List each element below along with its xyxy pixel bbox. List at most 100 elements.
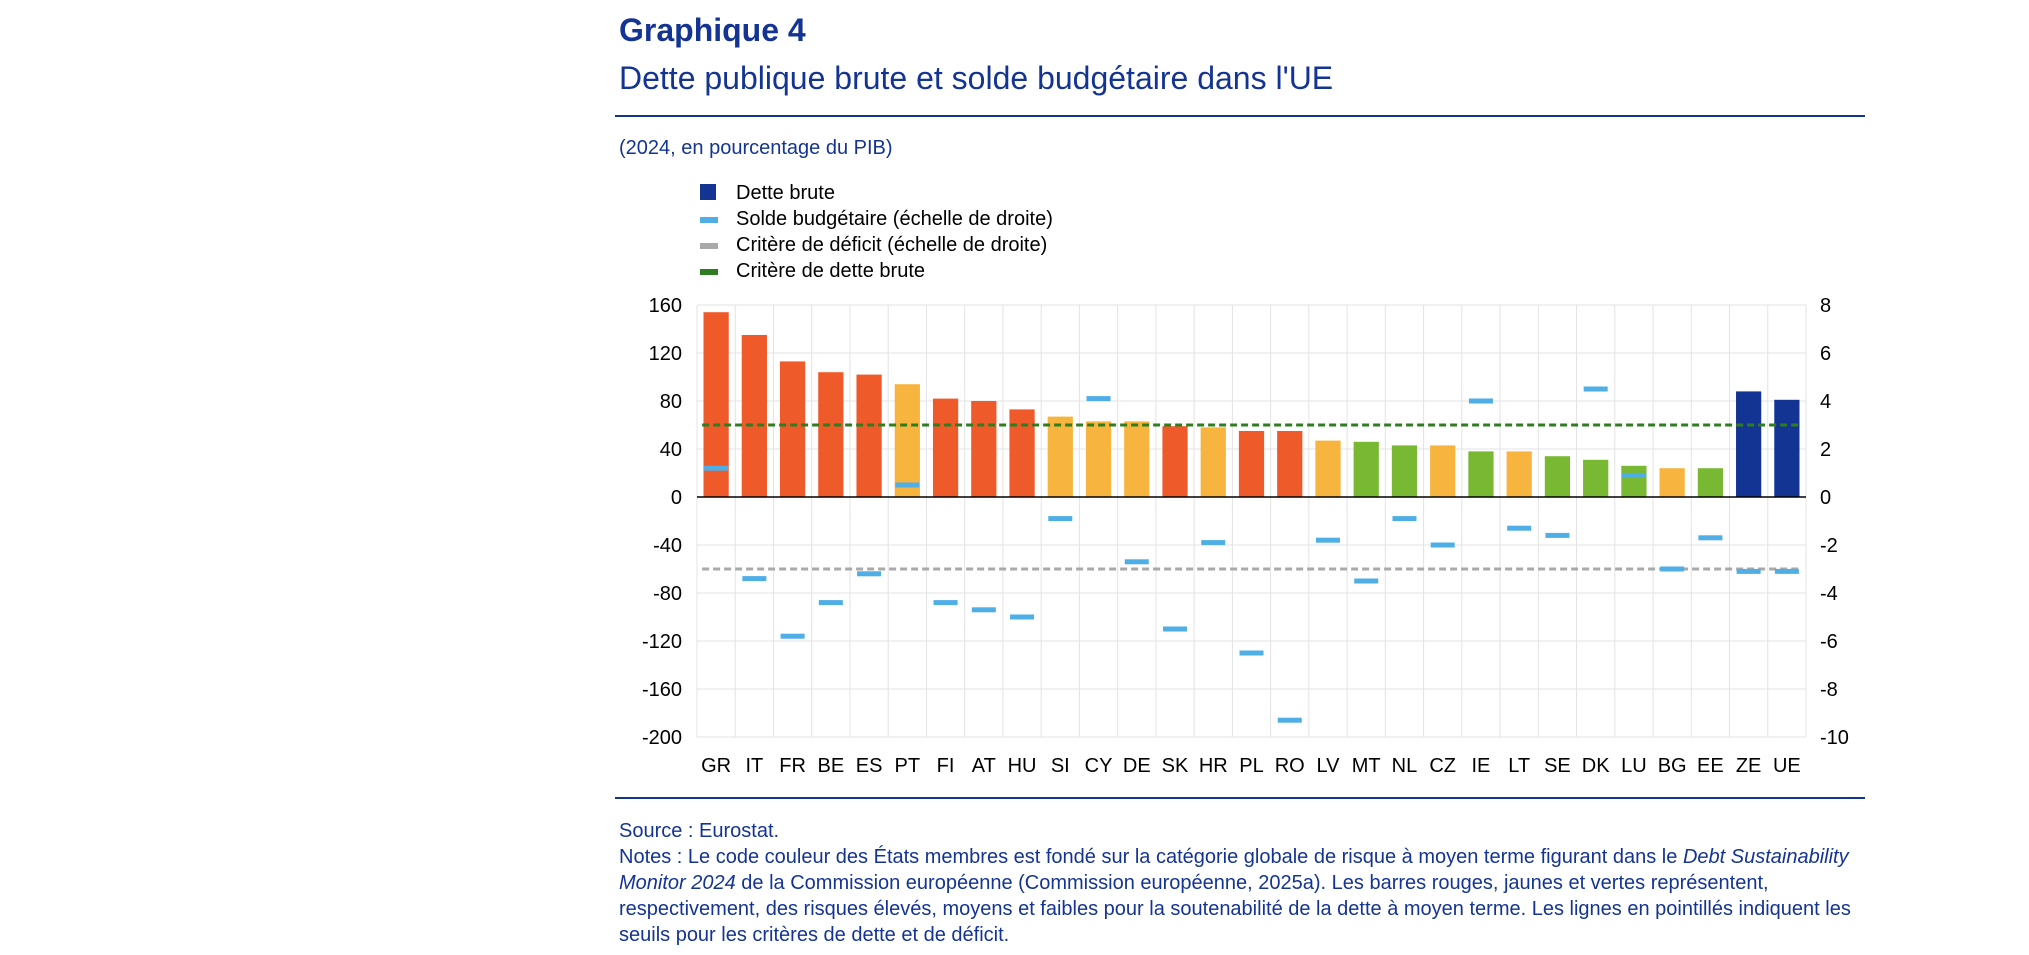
notes-suffix: de la Commission européenne (Commission … (619, 872, 1851, 946)
x-tick-label: NL (1392, 755, 1418, 777)
bar-dette-brute-lu (1621, 465, 1647, 497)
marker-solde-lv (1315, 537, 1340, 543)
bar-dette-brute-pt (894, 384, 920, 497)
marker-solde-lu (1621, 472, 1646, 478)
legend-item-critere-deficit: Critère de déficit (échelle de droite) (698, 232, 1053, 258)
marker-solde-nl (1392, 516, 1417, 522)
bar-dette-brute-it (741, 335, 767, 497)
marker-solde-si (1048, 516, 1073, 522)
bar-dette-brute-ie (1468, 451, 1494, 497)
x-tick-label: LU (1621, 755, 1647, 777)
bar-dette-brute-sk (1162, 426, 1188, 497)
marker-solde-pl (1239, 650, 1264, 656)
y-right-tick-label: 4 (1820, 391, 1831, 413)
bar-dette-brute-fr (779, 361, 806, 497)
marker-solde-at (971, 607, 996, 613)
marker-solde-pt (895, 482, 920, 488)
x-tick-label: RO (1275, 755, 1305, 777)
x-tick-label: ZE (1736, 755, 1762, 777)
x-tick-label: HR (1199, 755, 1228, 777)
y-left-tick-label: 160 (649, 295, 682, 317)
marker-solde-fi (933, 600, 958, 606)
footer-divider (615, 797, 1865, 799)
bar-dette-brute-dk (1583, 459, 1609, 497)
bar-dette-brute-de (1124, 421, 1150, 497)
x-tick-label: AT (972, 755, 996, 777)
x-tick-label: SI (1051, 755, 1070, 777)
marker-solde-cz (1430, 542, 1455, 548)
x-tick-label: PT (895, 755, 921, 777)
y-left-tick-label: -120 (642, 631, 682, 653)
legend-swatch-solde-budgetaire (700, 217, 718, 223)
bar-dette-brute-hu (1009, 409, 1035, 497)
y-right-tick-label: -10 (1820, 727, 1849, 749)
legend-swatch-dette-brute (700, 184, 716, 200)
chart-footer: Source : Eurostat. Notes : Le code coule… (619, 818, 1864, 948)
notes-prefix: Notes : Le code couleur des États membre… (619, 846, 1683, 868)
legend-item-dette-brute: Dette brute (698, 180, 1053, 206)
marker-solde-ze (1736, 568, 1761, 574)
x-tick-label: DK (1582, 755, 1610, 777)
legend-item-critere-dette: Critère de dette brute (698, 258, 1053, 284)
y-left-tick-label: -40 (653, 535, 682, 557)
bar-dette-brute-fi (932, 398, 959, 497)
x-tick-label: ES (856, 755, 883, 777)
y-right-tick-label: -8 (1820, 679, 1838, 701)
x-tick-label: UE (1773, 755, 1801, 777)
x-tick-label: SE (1544, 755, 1571, 777)
bar-dette-brute-at (971, 401, 997, 497)
legend-label: Dette brute (736, 182, 835, 204)
marker-solde-bg (1660, 566, 1685, 572)
y-right-tick-label: 2 (1820, 439, 1831, 461)
x-tick-label: CZ (1429, 755, 1456, 777)
bar-dette-brute-ue (1774, 399, 1800, 497)
y-right-tick-label: -2 (1820, 535, 1838, 557)
marker-solde-hr (1201, 540, 1226, 546)
legend-label: Critère de dette brute (736, 260, 925, 282)
units-note: (2024, en pourcentage du PIB) (619, 137, 893, 159)
marker-solde-cy (1086, 396, 1111, 402)
bar-dette-brute-nl (1391, 445, 1418, 497)
legend-item-solde-budgetaire: Solde budgétaire (échelle de droite) (698, 206, 1053, 232)
x-tick-label: CY (1085, 755, 1113, 777)
marker-solde-be (818, 600, 843, 606)
legend-label: Solde budgétaire (échelle de droite) (736, 208, 1053, 230)
bar-dette-brute-ze (1736, 391, 1762, 497)
marker-solde-hu (1010, 614, 1035, 620)
marker-solde-it (742, 576, 767, 582)
x-tick-label: BG (1658, 755, 1687, 777)
marker-solde-de (1124, 559, 1149, 565)
bar-dette-brute-lv (1315, 440, 1341, 497)
x-tick-label: MT (1352, 755, 1381, 777)
legend-swatch-critere-deficit (700, 243, 718, 249)
header-divider (615, 115, 1865, 117)
bar-dette-brute-lt (1506, 451, 1532, 497)
marker-solde-fr (780, 633, 805, 639)
x-tick-label: BE (818, 755, 845, 777)
bar-dette-brute-be (818, 372, 844, 497)
bar-dette-brute-cz (1430, 445, 1456, 497)
marker-solde-ie (1468, 398, 1493, 404)
marker-solde-lt (1507, 525, 1532, 531)
marker-solde-sk (1163, 626, 1188, 632)
bar-dette-brute-se (1544, 456, 1571, 497)
chart-title: Dette publique brute et solde budgétaire… (619, 60, 1334, 96)
bar-dette-brute-ee (1697, 468, 1724, 497)
y-right-tick-label: -4 (1820, 583, 1838, 605)
y-left-tick-label: -200 (642, 727, 682, 749)
y-left-tick-label: 40 (660, 439, 682, 461)
notes-italic: Debt Sustainability Monitor 2024 (619, 846, 1849, 894)
x-tick-label: EE (1697, 755, 1724, 777)
bar-dette-brute-cy (1085, 421, 1112, 497)
marker-solde-dk (1583, 386, 1608, 392)
x-tick-label: SK (1162, 755, 1189, 777)
y-right-tick-label: 8 (1820, 295, 1831, 317)
legend-swatch-critere-dette (700, 269, 718, 275)
marker-solde-ue (1774, 568, 1799, 574)
source-note: Source : Eurostat. (619, 820, 780, 842)
y-left-tick-label: 0 (671, 487, 682, 509)
y-right-tick-label: 6 (1820, 343, 1831, 365)
x-tick-label: GR (701, 755, 731, 777)
bar-dette-brute-mt (1353, 441, 1379, 497)
